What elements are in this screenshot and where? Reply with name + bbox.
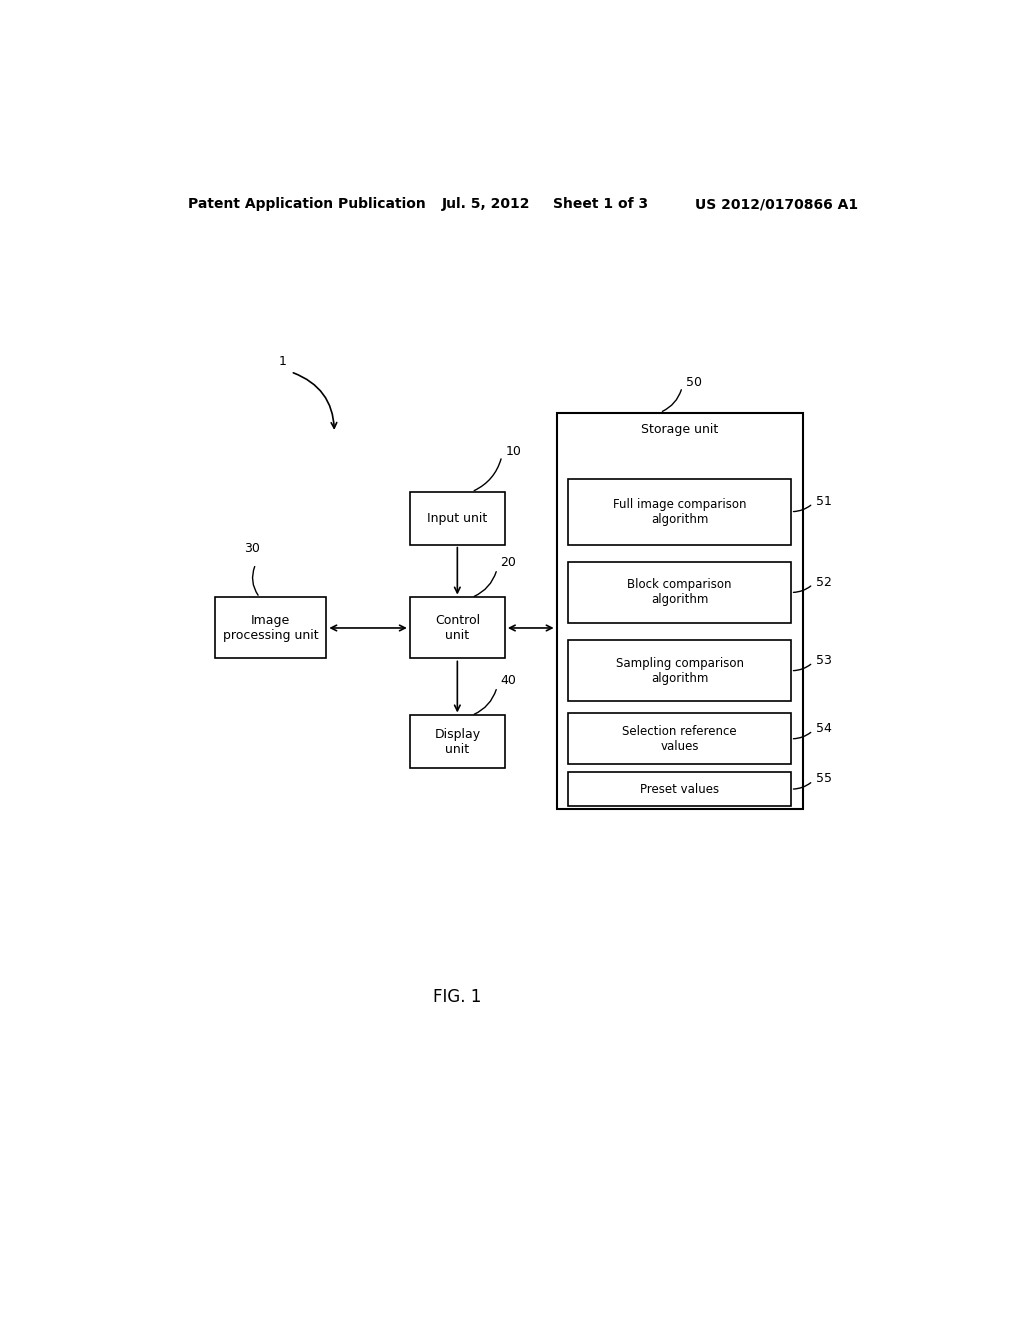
Text: 20: 20: [500, 557, 516, 569]
FancyBboxPatch shape: [410, 492, 505, 545]
Text: 52: 52: [816, 576, 831, 589]
FancyBboxPatch shape: [410, 715, 505, 768]
Text: Block comparison
algorithm: Block comparison algorithm: [628, 578, 732, 606]
Text: Storage unit: Storage unit: [641, 422, 718, 436]
Text: 30: 30: [244, 541, 260, 554]
FancyBboxPatch shape: [568, 640, 791, 701]
Text: 40: 40: [500, 675, 516, 688]
FancyBboxPatch shape: [215, 598, 327, 659]
Text: Jul. 5, 2012: Jul. 5, 2012: [441, 197, 530, 211]
Text: Display
unit: Display unit: [434, 727, 480, 756]
Text: Control
unit: Control unit: [435, 614, 480, 642]
FancyBboxPatch shape: [557, 412, 803, 809]
Text: Preset values: Preset values: [640, 783, 719, 796]
Text: 55: 55: [816, 772, 833, 785]
Text: 50: 50: [686, 375, 702, 388]
Text: 1: 1: [279, 355, 287, 368]
Text: FIG. 1: FIG. 1: [433, 987, 481, 1006]
FancyBboxPatch shape: [568, 562, 791, 623]
Text: Full image comparison
algorithm: Full image comparison algorithm: [612, 498, 746, 525]
Text: Selection reference
values: Selection reference values: [623, 725, 737, 752]
Text: Sheet 1 of 3: Sheet 1 of 3: [553, 197, 648, 211]
Text: Sampling comparison
algorithm: Sampling comparison algorithm: [615, 656, 743, 685]
FancyBboxPatch shape: [568, 713, 791, 764]
FancyBboxPatch shape: [568, 479, 791, 545]
Text: Image
processing unit: Image processing unit: [223, 614, 318, 642]
Text: 10: 10: [506, 445, 521, 458]
FancyBboxPatch shape: [410, 598, 505, 659]
Text: 51: 51: [816, 495, 831, 508]
Text: 53: 53: [816, 653, 831, 667]
Text: Input unit: Input unit: [427, 512, 487, 525]
Text: 54: 54: [816, 722, 831, 735]
FancyBboxPatch shape: [568, 772, 791, 805]
Text: US 2012/0170866 A1: US 2012/0170866 A1: [695, 197, 858, 211]
Text: Patent Application Publication: Patent Application Publication: [187, 197, 425, 211]
